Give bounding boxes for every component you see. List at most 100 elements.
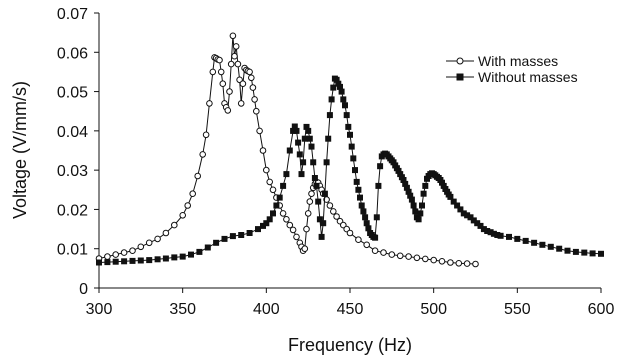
data-point — [539, 241, 546, 248]
data-point — [417, 210, 424, 217]
data-point — [279, 210, 287, 217]
data-point — [357, 194, 363, 201]
data-point — [353, 178, 360, 185]
data-point — [388, 251, 396, 258]
data-point — [273, 202, 280, 209]
data-point — [306, 135, 313, 142]
data-point — [470, 217, 477, 224]
data-point — [460, 210, 467, 217]
data-point — [413, 254, 421, 262]
data-point — [323, 159, 330, 166]
data-point — [290, 127, 297, 134]
data-point — [310, 159, 317, 166]
data-point — [350, 155, 357, 162]
data-point — [306, 198, 314, 205]
data-point — [293, 233, 300, 241]
data-point — [547, 243, 554, 250]
data-point — [474, 220, 481, 227]
data-point — [196, 248, 203, 255]
data-point — [377, 163, 384, 170]
data-point — [303, 123, 310, 130]
data-point — [340, 96, 347, 103]
data-point — [337, 83, 343, 90]
data-point — [112, 258, 119, 265]
data-point — [375, 182, 382, 189]
data-point — [202, 131, 210, 139]
data-point — [171, 221, 178, 229]
data-point — [487, 229, 494, 236]
data-point — [221, 235, 228, 242]
data-point — [199, 151, 206, 158]
data-point — [467, 214, 474, 221]
data-point — [403, 184, 410, 191]
data-point — [439, 179, 445, 186]
y-axis-title: Voltage (V/mm/s) — [10, 81, 30, 219]
data-point — [395, 167, 402, 174]
data-point — [266, 178, 274, 186]
data-point — [358, 202, 365, 209]
data-point — [286, 221, 294, 229]
data-point — [137, 243, 145, 251]
data-point — [213, 239, 220, 246]
data-point — [454, 202, 461, 209]
data-point — [308, 190, 315, 197]
data-point — [343, 112, 350, 119]
data-point — [104, 259, 111, 266]
data-point — [397, 171, 404, 178]
data-point — [360, 208, 367, 215]
data-point — [189, 190, 196, 197]
data-point — [303, 225, 310, 233]
data-point — [263, 220, 270, 227]
data-point — [121, 258, 128, 265]
data-point — [184, 202, 191, 209]
data-point — [129, 257, 136, 264]
data-point — [422, 255, 429, 263]
data-point — [333, 76, 340, 83]
data-point — [179, 212, 186, 219]
data-point — [313, 182, 320, 189]
data-point — [484, 228, 491, 234]
data-point — [506, 233, 512, 240]
data-point — [447, 193, 454, 200]
data-point — [308, 143, 315, 150]
data-point — [325, 135, 332, 142]
x-tick-label: 550 — [504, 301, 531, 318]
data-point — [363, 220, 370, 227]
legend: With masses Without masses — [446, 53, 578, 85]
data-point — [249, 84, 257, 91]
data-point — [209, 68, 217, 76]
data-point — [422, 182, 429, 189]
x-tick-label: 350 — [169, 301, 196, 318]
data-point — [227, 60, 235, 68]
data-point — [246, 230, 253, 236]
data-point — [96, 259, 102, 266]
data-point — [248, 74, 255, 82]
y-tick-label: 0.02 — [57, 202, 88, 219]
data-point — [320, 220, 327, 227]
data-point — [239, 80, 247, 87]
legend-label-with-masses: With masses — [478, 53, 558, 69]
data-point — [252, 107, 260, 115]
data-point — [415, 216, 422, 223]
x-tick-label: 450 — [337, 301, 364, 318]
data-point — [531, 239, 538, 246]
data-point — [301, 135, 308, 142]
data-point — [246, 68, 253, 76]
data-point — [556, 245, 563, 252]
data-point — [154, 256, 161, 263]
data-point — [270, 210, 276, 217]
legend-marker-without-masses — [456, 73, 464, 81]
y-tick-label: 0 — [79, 281, 88, 298]
data-point — [477, 222, 484, 229]
data-point — [440, 182, 447, 189]
x-tick-label: 500 — [420, 301, 447, 318]
data-point — [348, 143, 355, 150]
data-point — [263, 166, 270, 174]
data-point — [298, 171, 305, 178]
data-point — [296, 151, 303, 158]
data-point — [333, 213, 340, 220]
data-point — [286, 147, 293, 154]
data-point — [259, 147, 267, 154]
data-point — [330, 84, 337, 91]
data-point — [564, 247, 571, 254]
